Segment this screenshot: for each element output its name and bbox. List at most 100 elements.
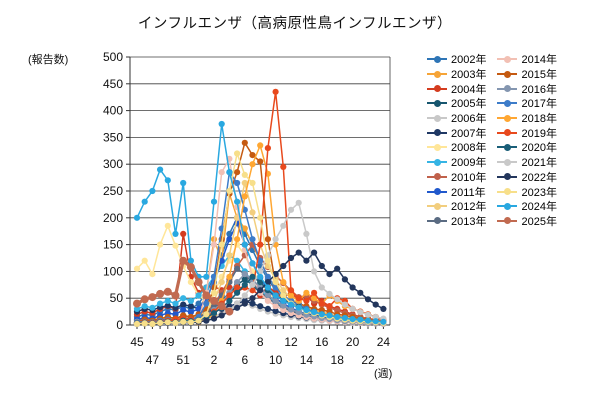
legend-swatch	[497, 114, 518, 122]
legend-label: 2004年	[451, 83, 487, 96]
legend-swatch	[427, 202, 447, 210]
legend-swatch-dot	[503, 55, 511, 63]
data-point	[234, 289, 241, 296]
legend-label: 2011年	[451, 186, 486, 199]
data-point	[249, 287, 256, 294]
legend-swatch	[427, 188, 447, 196]
x-tick-label: 10	[269, 353, 283, 367]
data-point	[295, 295, 302, 302]
data-point	[311, 268, 318, 275]
legend-label: 2003年	[451, 69, 487, 82]
data-point	[380, 305, 387, 312]
data-point	[257, 257, 264, 264]
legend-swatch	[427, 55, 447, 63]
data-point	[280, 297, 287, 304]
data-point	[186, 263, 195, 272]
legend-swatch	[497, 188, 518, 196]
legend-label: 2025年	[521, 215, 557, 228]
legend-swatch-dot	[503, 70, 511, 78]
data-point	[249, 281, 256, 288]
data-point	[295, 304, 302, 311]
data-point	[180, 306, 187, 314]
data-point	[195, 300, 202, 307]
y-tick-label: 500	[103, 50, 123, 64]
y-tick-label: 400	[103, 104, 123, 118]
legend-item-2008年: 2008年	[427, 140, 486, 155]
data-point	[364, 296, 372, 303]
data-point	[180, 179, 187, 187]
data-point	[295, 249, 302, 256]
legend-swatch-dot	[503, 158, 511, 166]
legend-label: 2019年	[521, 127, 557, 140]
legend-swatch	[497, 55, 518, 63]
legend-label: 2007年	[451, 127, 487, 140]
data-point	[217, 302, 226, 311]
legend-label: 2020年	[521, 142, 557, 155]
data-point	[264, 257, 271, 264]
legend-swatch	[497, 129, 518, 137]
legend-label: 2021年	[521, 157, 557, 170]
y-tick-label: 300	[103, 157, 123, 171]
legend-swatch	[497, 85, 518, 93]
data-point	[149, 187, 156, 195]
data-point	[264, 297, 271, 304]
legend-swatch-dot	[503, 114, 511, 122]
legend-swatch	[497, 70, 518, 78]
legend-column-1: 2002年 2003年 2004年 2005年 2006年 2007年 2008年 2009年…	[427, 52, 486, 228]
data-point	[195, 317, 202, 324]
data-point	[334, 313, 341, 321]
data-point	[149, 304, 156, 311]
data-point	[311, 309, 318, 316]
data-point	[264, 236, 271, 243]
legend-item-2017年: 2017年	[497, 96, 557, 111]
data-point	[249, 161, 256, 168]
data-point	[303, 306, 310, 314]
data-point	[249, 209, 256, 216]
y-tick-label: 200	[103, 211, 123, 225]
legend-item-2005年: 2005年	[427, 96, 486, 111]
data-point	[380, 318, 387, 325]
legend-label: 2012年	[451, 201, 487, 214]
data-point	[326, 290, 333, 297]
data-point	[241, 276, 248, 283]
data-point	[318, 300, 325, 307]
data-point	[203, 317, 210, 324]
legend-label: 2023年	[521, 186, 557, 199]
legend-label: 2014年	[521, 54, 557, 67]
data-point	[164, 297, 171, 304]
data-point	[311, 249, 318, 256]
data-point	[264, 273, 271, 280]
legend-swatch-dot	[433, 85, 441, 93]
legend-swatch	[427, 85, 447, 93]
data-point	[264, 291, 271, 299]
data-point	[164, 177, 171, 184]
data-point	[311, 295, 318, 302]
data-point	[326, 312, 333, 319]
data-point	[249, 236, 256, 243]
data-point	[218, 120, 225, 128]
data-point	[171, 291, 180, 300]
legend-swatch-dot	[433, 202, 441, 210]
legend-label: 2016年	[521, 83, 557, 96]
legend-label: 2018年	[521, 113, 557, 126]
data-point	[357, 316, 364, 323]
legend-item-2025年: 2025年	[497, 214, 557, 229]
x-tick-label: 45	[130, 335, 144, 349]
legend-label: 2022年	[521, 171, 557, 184]
x-tick-label: 16	[315, 335, 329, 349]
data-point	[157, 300, 164, 307]
data-point	[249, 179, 256, 187]
data-point	[280, 292, 287, 299]
data-point	[133, 265, 141, 272]
legend-swatch-dot	[503, 217, 511, 225]
legend-label: 2009年	[451, 157, 487, 170]
data-point	[140, 295, 149, 304]
data-point	[303, 257, 310, 264]
data-point	[203, 273, 210, 280]
legend-swatch	[497, 202, 518, 210]
data-point	[241, 225, 248, 232]
y-tick-label: 150	[103, 238, 123, 252]
legend-swatch	[427, 173, 447, 181]
legend-column-2: 2014年 2015年 2016年 2017年 2018年 2019年 2020年 2021年…	[497, 52, 557, 229]
data-point	[203, 311, 210, 318]
